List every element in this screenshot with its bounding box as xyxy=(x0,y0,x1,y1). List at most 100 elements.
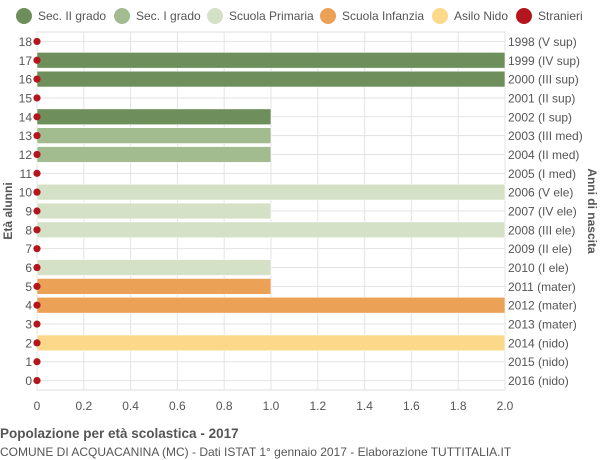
y-tick-age-label: 11 xyxy=(20,167,33,181)
y-tick-age-label: 10 xyxy=(19,186,33,200)
bar-age-14 xyxy=(36,108,272,126)
y-tick-age-label: 6 xyxy=(25,261,32,275)
bar-age-4 xyxy=(36,296,506,314)
y-tick-age-label: 0 xyxy=(25,374,32,388)
y-tick-age-label: 4 xyxy=(25,299,32,313)
y-tick-age-label: 7 xyxy=(25,242,32,256)
legend-item-stranieri[interactable]: Stranieri xyxy=(516,6,583,26)
y-tick-year-label: 2005 (I med) xyxy=(508,167,576,181)
legend-item-infanzia[interactable]: Scuola Infanzia xyxy=(320,6,424,26)
legend-label: Scuola Infanzia xyxy=(342,9,425,23)
y-tick-year-label: 2016 (nido) xyxy=(508,374,569,388)
y-tick-year-label: 2014 (nido) xyxy=(508,336,569,350)
bar-age-2 xyxy=(36,334,506,352)
legend-swatch xyxy=(320,8,336,24)
bar-age-10 xyxy=(36,183,506,201)
stranieri-marker-5 xyxy=(33,282,41,290)
stranieri-marker-0 xyxy=(33,376,41,385)
x-tick-label: 1.2 xyxy=(309,399,326,413)
legend-swatch xyxy=(432,8,448,24)
legend-label: Sec. I grado xyxy=(136,9,201,23)
y-tick-year-label: 2013 (mater) xyxy=(508,318,577,332)
y-tick-year-label: 2010 (I ele) xyxy=(508,261,569,275)
bar-age-17 xyxy=(36,52,506,69)
x-tick-label: 0.4 xyxy=(122,399,139,413)
x-tick-label: 1.0 xyxy=(263,399,280,413)
stranieri-marker-17 xyxy=(33,56,41,64)
y-tick-age-label: 2 xyxy=(25,336,32,350)
chart-source-caption: COMUNE DI ACQUACANINA (MC) - Dati ISTAT … xyxy=(0,445,512,459)
x-tick-label: 0.8 xyxy=(216,399,233,413)
legend-item-sec2[interactable]: Sec. II grado xyxy=(16,6,106,26)
stranieri-marker-1 xyxy=(33,358,41,366)
legend-swatch xyxy=(516,8,532,24)
legend-label: Sec. II grado xyxy=(38,9,107,23)
y-tick-age-label: 15 xyxy=(19,91,33,105)
legend-label: Asilo Nido xyxy=(454,9,509,23)
y-tick-year-label: 2006 (V ele) xyxy=(508,186,573,200)
bar-age-8 xyxy=(36,221,506,239)
x-tick-label: 1.4 xyxy=(356,399,373,413)
stranieri-marker-12 xyxy=(33,150,41,159)
y-tick-year-label: 2004 (II med) xyxy=(508,148,579,162)
x-tick-label: 2.0 xyxy=(497,399,514,413)
legend-swatch xyxy=(207,8,223,24)
y-tick-year-label: 2011 (mater) xyxy=(508,280,576,294)
stranieri-marker-6 xyxy=(33,263,41,272)
y-tick-age-label: 13 xyxy=(19,129,33,143)
y-tick-year-label: 1999 (IV sup) xyxy=(508,54,580,68)
bar-age-12 xyxy=(36,146,272,163)
y-tick-age-label: 14 xyxy=(19,110,33,124)
stranieri-marker-9 xyxy=(33,207,41,215)
x-tick-label: 0.2 xyxy=(75,399,92,413)
bar-age-13 xyxy=(36,127,272,144)
y-tick-age-label: 12 xyxy=(19,148,33,162)
y-axis-title-left: Età alunni xyxy=(1,182,15,239)
x-tick-label: 1.6 xyxy=(403,399,420,413)
bar-age-9 xyxy=(36,202,272,220)
y-tick-year-label: 2000 (III sup) xyxy=(508,73,579,87)
stranieri-marker-2 xyxy=(33,339,41,347)
stranieri-marker-11 xyxy=(33,169,41,177)
y-tick-age-label: 3 xyxy=(25,318,32,332)
y-tick-year-label: 2007 (IV ele) xyxy=(508,205,577,219)
chart-legend: Sec. II grado Sec. I grado Scuola Primaria… xyxy=(0,6,600,26)
legend-item-sec1[interactable]: Sec. I grado xyxy=(114,6,201,26)
y-tick-year-label: 2009 (II ele) xyxy=(508,242,572,256)
stranieri-marker-4 xyxy=(33,301,41,309)
legend-item-nido[interactable]: Asilo Nido xyxy=(432,6,508,26)
stranieri-marker-13 xyxy=(33,132,41,140)
y-tick-age-label: 18 xyxy=(19,35,33,49)
stranieri-marker-15 xyxy=(33,94,41,102)
chart-title: Popolazione per età scolastica - 2017 xyxy=(0,426,239,441)
y-axis-title-right: Anni di nascita xyxy=(585,168,599,254)
y-tick-year-label: 2003 (III med) xyxy=(508,129,583,143)
bar-age-16 xyxy=(36,70,506,88)
bar-age-5 xyxy=(36,278,272,295)
bar-age-6 xyxy=(36,259,272,276)
y-tick-year-label: 2001 (II sup) xyxy=(508,91,575,105)
stranieri-marker-18 xyxy=(33,37,41,46)
stranieri-marker-8 xyxy=(33,226,41,234)
x-tick-label: 0.6 xyxy=(169,399,186,413)
legend-swatch xyxy=(16,8,32,24)
legend-label: Stranieri xyxy=(538,9,583,23)
y-tick-age-label: 5 xyxy=(25,280,32,294)
x-tick-label: 0 xyxy=(34,399,41,413)
x-tick-label: 1.8 xyxy=(450,399,467,413)
y-tick-year-label: 2002 (I sup) xyxy=(508,110,572,124)
stranieri-marker-7 xyxy=(33,245,41,253)
y-tick-age-label: 9 xyxy=(25,205,32,219)
y-tick-year-label: 2015 (nido) xyxy=(508,355,569,369)
y-tick-age-label: 1 xyxy=(25,355,32,369)
stranieri-marker-16 xyxy=(33,75,41,83)
legend-swatch xyxy=(114,8,130,24)
age-bar-chart: 0 0.2 0.4 0.6 0.8 1.0 1.2 1.4 1.6 1.8 2.018 1998 (V… xyxy=(1,31,599,413)
stranieri-marker-14 xyxy=(33,113,41,121)
legend-label: Scuola Primaria xyxy=(229,9,314,23)
legend-item-primaria[interactable]: Scuola Primaria xyxy=(207,6,314,26)
y-tick-age-label: 8 xyxy=(25,223,32,237)
stranieri-marker-3 xyxy=(33,320,41,328)
y-tick-age-label: 16 xyxy=(19,73,33,87)
y-tick-year-label: 1998 (V sup) xyxy=(508,35,577,49)
